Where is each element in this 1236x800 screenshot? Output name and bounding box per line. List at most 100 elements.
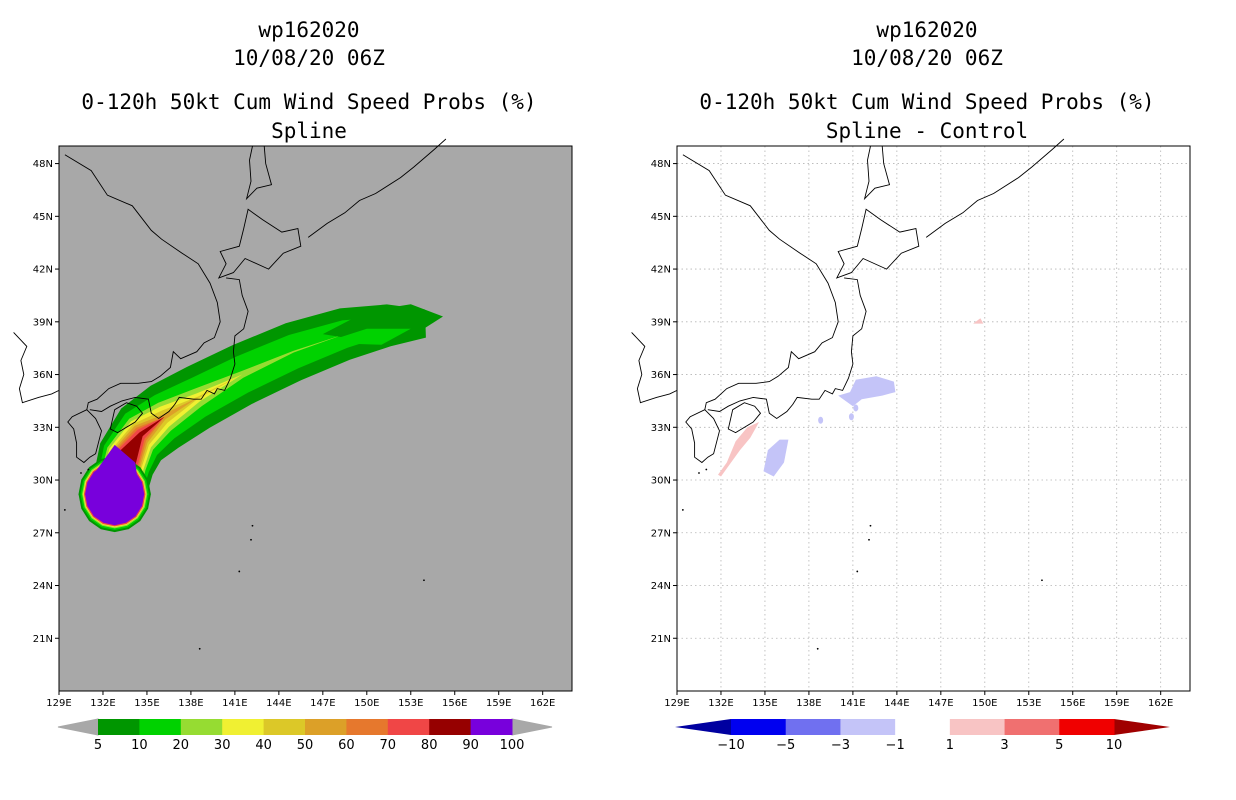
island-marker	[63, 509, 66, 511]
colorbar-label: 30	[214, 738, 231, 753]
lon-tick-label: 129E	[46, 698, 71, 709]
lon-tick-label: 141E	[222, 698, 247, 709]
coastline-shikoku	[109, 402, 144, 434]
map-border	[58, 145, 573, 692]
lat-tick-label: 33N	[651, 423, 671, 434]
lon-tick-label: 129E	[664, 698, 689, 709]
lat-tick-label: 33N	[33, 423, 53, 434]
lon-tick-label: 147E	[310, 698, 335, 709]
island-marker	[869, 524, 872, 527]
panel-subtitle: Spline	[271, 119, 347, 143]
prob-band-5	[93, 304, 426, 493]
lon-tick-label: 132E	[90, 698, 115, 709]
colorbar-label: 10	[1106, 738, 1123, 753]
lon-tick-label: 156E	[1060, 698, 1085, 709]
colorbar-swatch	[98, 719, 140, 735]
island-marker	[87, 468, 90, 471]
colorbar-label: 5	[94, 738, 102, 753]
coastline-shikoku	[727, 402, 762, 434]
colorbar-label: −1	[886, 738, 905, 753]
colorbar-swatch	[346, 719, 389, 735]
island-marker	[681, 509, 684, 511]
lat-tick-label: 39N	[651, 317, 671, 328]
colorbar-swatch	[785, 719, 841, 735]
prob-band-10-tail	[322, 328, 411, 345]
diff-positive-region	[973, 318, 984, 324]
lon-tick-label: 153E	[1016, 698, 1041, 709]
colorbar-swatch	[387, 719, 430, 735]
lon-tick-label: 144E	[884, 698, 909, 709]
diff-negative-region	[763, 439, 789, 477]
colorbar-label: −10	[717, 738, 744, 753]
island-marker	[705, 468, 708, 471]
diff-negative-patch	[848, 413, 854, 421]
lat-tick-label: 30N	[651, 476, 671, 487]
right-panel: wp162020 10/08/20 06Z 0-120h 50kt Cum Wi…	[618, 0, 1236, 800]
lon-tick-label: 159E	[1104, 698, 1129, 709]
island-marker	[423, 579, 425, 582]
lon-tick-label: 141E	[840, 698, 865, 709]
colorbar-swatch	[180, 719, 223, 735]
coastline-korea	[13, 332, 60, 404]
lon-tick-label: 153E	[398, 698, 423, 709]
colorbar-label: 10	[131, 738, 148, 753]
colorbar-label: 70	[380, 738, 397, 753]
forecast-datetime: 10/08/20 06Z	[233, 46, 385, 70]
lon-tick-label: 147E	[928, 698, 953, 709]
panel-title: 0-120h 50kt Cum Wind Speed Probs (%)	[699, 90, 1155, 114]
colorbar: −10 −5 −3 −1 1 3 5 10	[675, 719, 1170, 753]
lon-tick-label: 162E	[1148, 698, 1173, 709]
diff-negative-patch	[853, 404, 859, 412]
colorbar-swatch	[840, 719, 896, 735]
island-marker	[80, 472, 82, 474]
storm-id: wp162020	[258, 18, 360, 42]
lat-tick-label: 42N	[33, 265, 53, 276]
lat-tick-label: 42N	[651, 265, 671, 276]
map-background	[677, 146, 1190, 691]
coastline-hokkaido	[217, 208, 302, 279]
colorbar-low-arrow	[675, 719, 731, 735]
lon-tick-label: 159E	[486, 698, 511, 709]
axis-ticks: 129E 132E 135E 138E 141E 144E 147E 150E 153E 156E…	[651, 159, 1174, 709]
colorbar-swatch	[1059, 719, 1115, 735]
colorbar-label: 60	[338, 738, 355, 753]
lat-tick-label: 27N	[33, 528, 53, 539]
island-marker	[251, 524, 254, 527]
prob-band-90-core	[94, 444, 139, 484]
lat-tick-label: 36N	[651, 370, 671, 381]
panel-title: 0-120h 50kt Cum Wind Speed Probs (%)	[81, 90, 537, 114]
lon-tick-label: 144E	[266, 698, 291, 709]
forecast-datetime: 10/08/20 06Z	[851, 46, 1003, 70]
island-marker	[250, 538, 252, 541]
colorbar-label: 50	[297, 738, 314, 753]
lat-tick-label: 24N	[33, 581, 53, 592]
coastline-kuril	[925, 138, 1065, 238]
coastline-honshu_west	[682, 154, 839, 410]
colorbar-label: 40	[255, 738, 272, 753]
panel-subtitle: Spline - Control	[825, 119, 1029, 143]
lon-tick-label: 150E	[972, 698, 997, 709]
lat-tick-label: 30N	[33, 476, 53, 487]
colorbar-low-arrow	[57, 718, 99, 736]
lon-tick-label: 156E	[442, 698, 467, 709]
probability-swath	[78, 304, 443, 533]
colorbar-label: −3	[831, 738, 850, 753]
lat-tick-label: 27N	[651, 528, 671, 539]
island-marker	[856, 570, 859, 573]
lon-tick-label: 135E	[752, 698, 777, 709]
map-frame: 129E 132E 135E 138E 141E 144E 147E 150E 153E 156E…	[13, 138, 573, 709]
colorbar: 5 10 20 30 40 50 60 70 80 90 100	[57, 718, 553, 753]
colorbar-label: 100	[500, 738, 525, 753]
island-marker	[698, 472, 700, 474]
lon-tick-label: 138E	[796, 698, 821, 709]
island-marker	[198, 647, 201, 650]
colorbar-swatch	[470, 719, 513, 735]
colorbar-high-arrow	[1114, 719, 1170, 735]
lon-tick-label: 138E	[178, 698, 203, 709]
colorbar-label: −5	[776, 738, 795, 753]
colorbar-swatch	[429, 719, 472, 735]
axis-ticks: 129E 132E 135E 138E 141E 144E 147E 150E 153E 156E…	[33, 159, 556, 709]
colorbar-label: 1	[946, 738, 954, 753]
lat-tick-label: 48N	[651, 159, 671, 170]
colorbar-swatch	[1004, 719, 1060, 735]
